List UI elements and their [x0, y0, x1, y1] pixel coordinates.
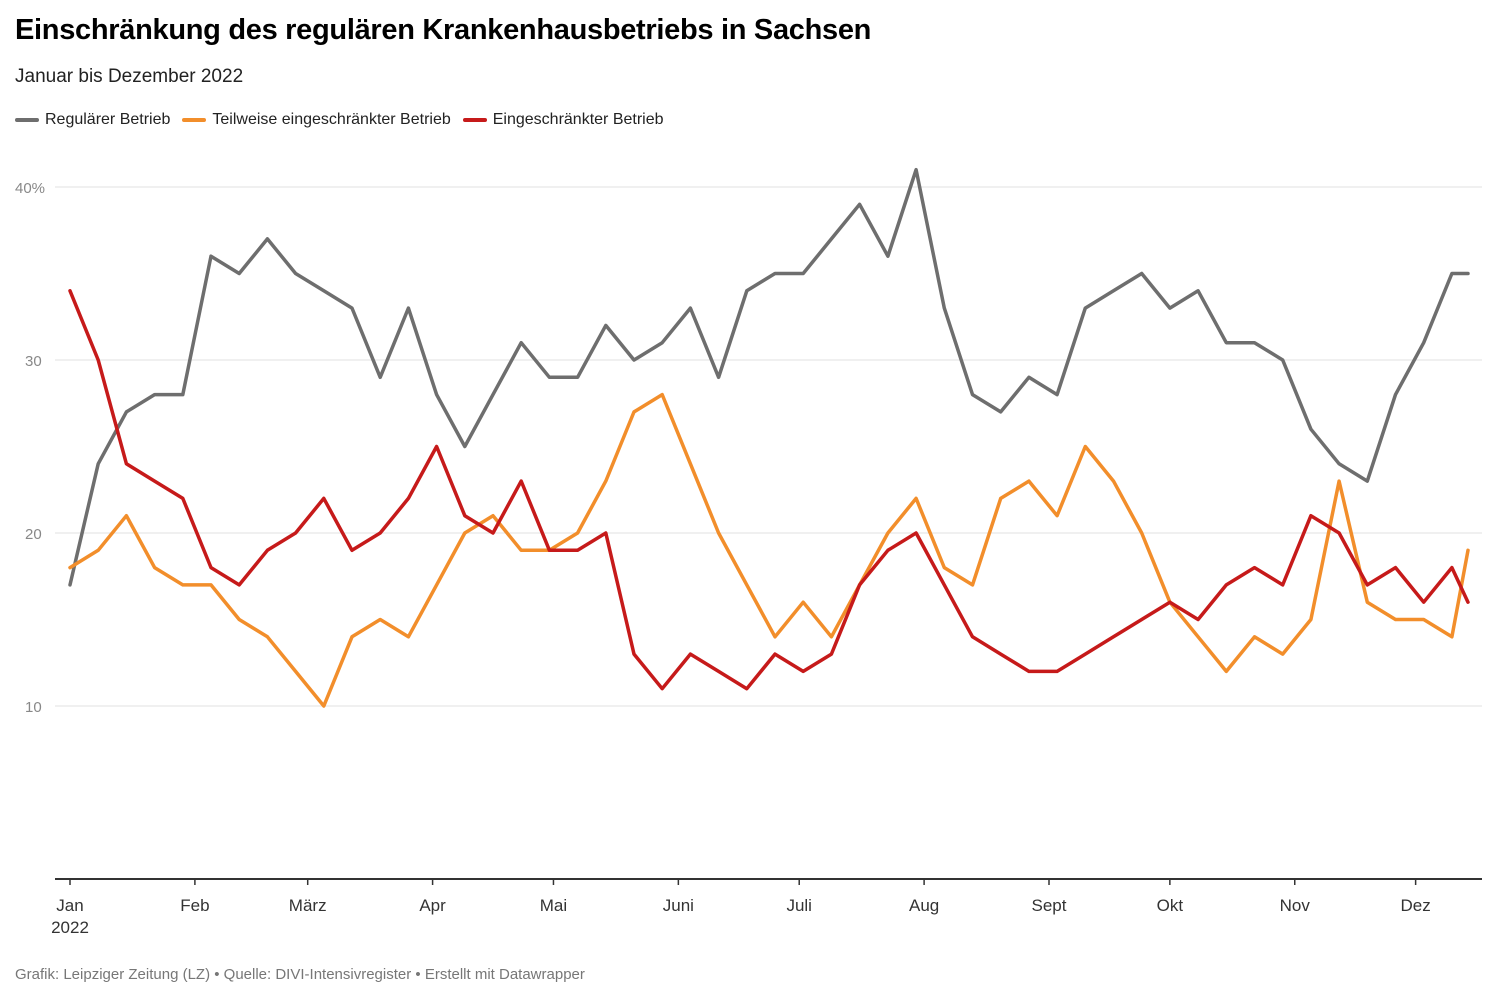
legend-item-partial: Teilweise eingeschränkter Betrieb [182, 111, 451, 129]
x-tick-label: Jan [56, 896, 83, 915]
x-tick-label: Feb [180, 896, 209, 915]
y-tick-label: 10 [25, 699, 42, 716]
source-footer: Grafik: Leipziger Zeitung (LZ) • Quelle:… [15, 966, 585, 983]
legend-swatch [462, 118, 487, 122]
series-line-2 [68, 289, 1470, 691]
x-tick-label: Okt [1157, 896, 1184, 915]
chart-subtitle: Januar bis Dezember 2022 [15, 66, 244, 87]
x-tick-label: Sept [1032, 896, 1067, 915]
x-tick-label: Apr [419, 896, 446, 915]
x-tick-label: Dez [1401, 896, 1431, 915]
chart-title: Einschränkung des regulären Krankenhausb… [15, 14, 872, 46]
x-tick-label: März [289, 896, 327, 915]
legend-item-restricted: Eingeschränkter Betrieb [462, 111, 664, 129]
x-tick-label: Aug [909, 896, 939, 915]
x-tick-label: Nov [1280, 896, 1311, 915]
legend-label: Eingeschränkter Betrieb [492, 111, 664, 128]
y-tick-label: 40% [15, 180, 45, 197]
x-tick-label: Mai [540, 896, 567, 915]
legend-item-regular: Regulärer Betrieb [15, 111, 170, 129]
x-tick-year-label: 2022 [51, 918, 89, 937]
x-tick-label: Juli [786, 896, 812, 915]
series-line-0 [68, 167, 1470, 587]
legend: Regulärer Betrieb Teilweise eingeschränk… [15, 111, 664, 129]
y-tick-label: 20 [25, 526, 42, 543]
legend-label: Regulärer Betrieb [45, 111, 171, 128]
y-tick-label: 30 [25, 353, 42, 370]
legend-swatch [15, 118, 39, 122]
legend-label: Teilweise eingeschränkter Betrieb [212, 111, 451, 128]
legend-swatch [182, 118, 207, 122]
x-tick-label: Juni [663, 896, 694, 915]
series-line-1 [68, 392, 1470, 708]
